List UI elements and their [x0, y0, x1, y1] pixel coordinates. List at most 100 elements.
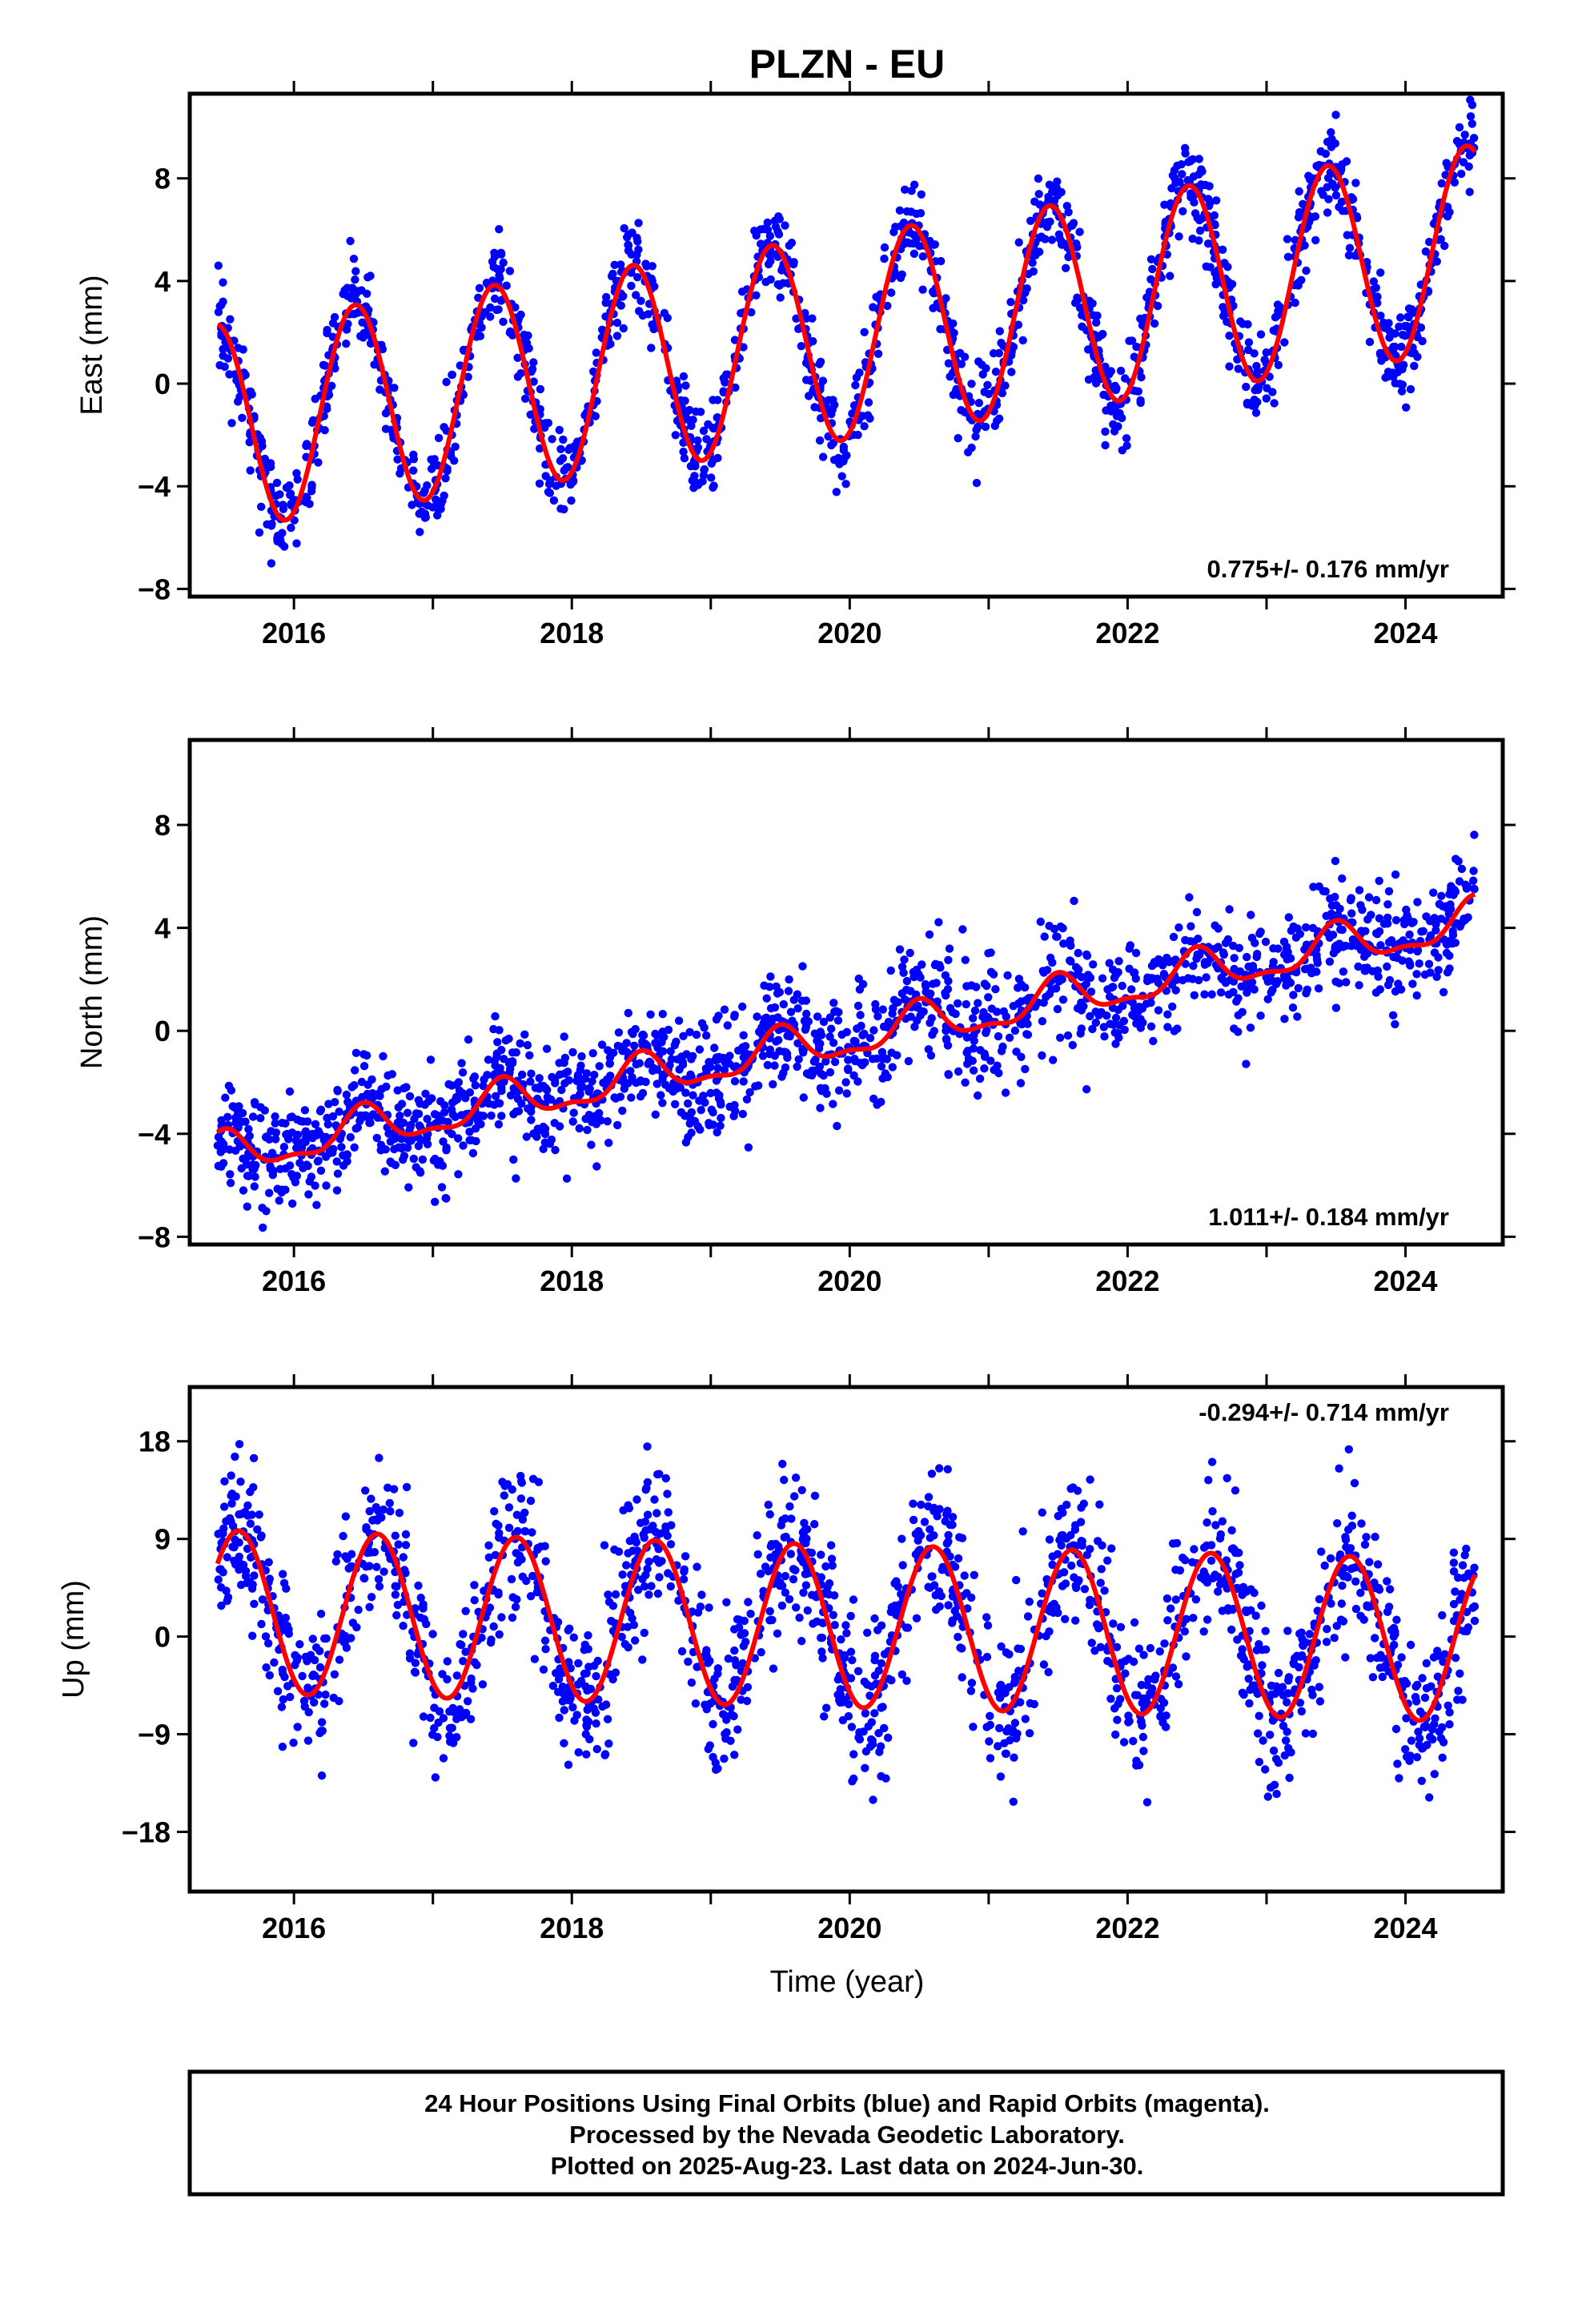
data-point	[755, 1027, 764, 1036]
data-point	[663, 1531, 672, 1541]
data-point	[1415, 1740, 1424, 1750]
data-point	[494, 1120, 504, 1129]
data-point	[1445, 964, 1454, 973]
data-point	[926, 1019, 934, 1027]
data-point	[1271, 1755, 1281, 1763]
data-point	[527, 1116, 536, 1124]
data-point	[1191, 209, 1200, 218]
data-point	[1103, 985, 1112, 994]
data-point	[1457, 864, 1467, 874]
data-point	[525, 1051, 534, 1060]
data-point	[1045, 1535, 1054, 1544]
data-point	[267, 559, 276, 568]
data-point	[1251, 408, 1261, 417]
data-point	[994, 414, 1004, 423]
data-point	[245, 387, 254, 396]
data-point	[535, 479, 544, 488]
data-point	[1451, 939, 1460, 947]
data-point	[1137, 1680, 1146, 1690]
data-point	[1114, 957, 1123, 966]
data-point	[285, 1087, 295, 1096]
data-point	[307, 1172, 316, 1181]
data-point	[1323, 183, 1332, 191]
data-point	[595, 1062, 604, 1071]
data-point	[554, 1675, 564, 1684]
data-point	[1331, 139, 1340, 148]
data-point	[1235, 1548, 1243, 1558]
data-point	[540, 423, 549, 432]
data-point	[533, 1543, 542, 1553]
data-point	[1470, 885, 1479, 894]
data-point	[881, 1774, 890, 1783]
data-point	[624, 1008, 632, 1018]
data-point	[734, 1046, 743, 1055]
data-point	[1139, 1694, 1148, 1703]
data-point	[1178, 975, 1187, 985]
data-point	[1338, 160, 1347, 169]
data-point	[1173, 161, 1182, 171]
data-point	[1449, 1558, 1459, 1567]
data-point	[1048, 1560, 1057, 1570]
data-point	[652, 1509, 661, 1518]
data-point	[643, 1564, 652, 1574]
data-point	[816, 1104, 825, 1112]
data-point	[943, 1465, 953, 1474]
data-point	[1457, 169, 1466, 179]
data-point	[653, 1589, 663, 1598]
data-point	[884, 1733, 893, 1743]
data-point	[366, 1118, 375, 1128]
data-point	[978, 1012, 987, 1021]
data-point	[927, 1470, 937, 1478]
data-point	[688, 476, 697, 485]
data-point	[391, 1582, 400, 1590]
data-point	[399, 1143, 408, 1152]
data-point	[1200, 990, 1209, 999]
data-point	[818, 452, 828, 461]
data-point	[721, 1058, 729, 1067]
data-point	[641, 259, 650, 268]
data-point	[490, 1507, 499, 1516]
data-point	[634, 245, 643, 254]
data-point	[888, 1009, 897, 1018]
data-point	[1331, 183, 1340, 192]
data-point	[273, 537, 282, 546]
data-point	[459, 1657, 468, 1666]
data-point	[567, 496, 576, 505]
data-point	[817, 1647, 826, 1656]
data-point	[526, 1496, 536, 1506]
data-point	[1207, 1556, 1216, 1566]
data-point	[898, 1561, 907, 1570]
data-point	[981, 422, 990, 432]
data-point	[632, 1078, 640, 1088]
data-point	[401, 1530, 411, 1539]
data-point	[1070, 896, 1078, 906]
data-point	[713, 1128, 721, 1137]
data-point	[1079, 1002, 1088, 1011]
data-point	[282, 1584, 291, 1593]
data-point	[497, 1112, 506, 1120]
data-point	[1256, 330, 1266, 339]
data-point	[1393, 1759, 1402, 1768]
data-point	[658, 1010, 667, 1019]
data-point	[499, 258, 508, 267]
data-point	[705, 1120, 713, 1130]
data-point	[707, 473, 716, 482]
data-point	[1350, 1478, 1359, 1488]
data-point	[1162, 1594, 1172, 1603]
data-point	[1320, 1561, 1329, 1570]
data-point	[496, 1063, 504, 1073]
data-point	[465, 1128, 474, 1136]
data-point	[216, 1583, 226, 1592]
data-point	[954, 1554, 963, 1563]
data-point	[1063, 1031, 1073, 1040]
data-point	[1302, 266, 1311, 275]
data-point	[712, 1088, 721, 1097]
figure-title: PLZN - EU	[749, 42, 945, 86]
data-point	[829, 396, 837, 404]
data-point	[842, 1089, 852, 1098]
data-point	[1395, 1774, 1403, 1783]
data-point	[911, 1550, 921, 1559]
data-point	[752, 231, 761, 240]
data-point	[1203, 239, 1213, 248]
